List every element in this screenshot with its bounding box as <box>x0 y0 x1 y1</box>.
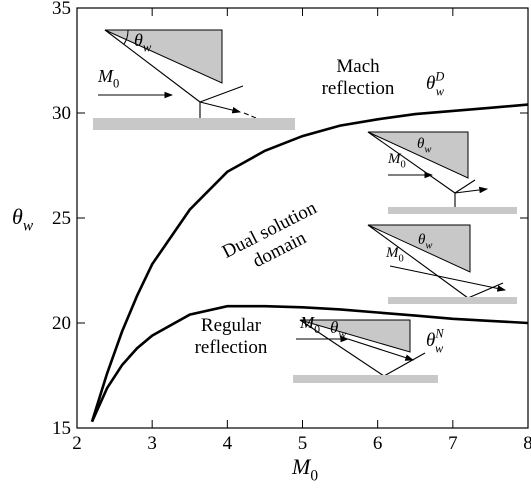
annotation-line: reflection <box>322 78 395 99</box>
symbol-base: M <box>97 66 114 86</box>
y-tick-label: 30 <box>52 103 71 124</box>
x-tick-label: 5 <box>298 433 308 454</box>
symbol-sub: w <box>436 85 445 99</box>
x-tick-label: 8 <box>523 433 531 454</box>
x-tick-label: 3 <box>147 433 157 454</box>
x-tick-label: 7 <box>448 433 458 454</box>
symbol-label: M0 <box>387 151 406 171</box>
symbol-sub: 0 <box>113 76 119 90</box>
symbol-base: θ <box>330 318 338 337</box>
symbol-sub: 0 <box>399 254 404 265</box>
symbol-sub: w <box>23 218 34 235</box>
symbol-sub: 0 <box>310 468 318 485</box>
annotation-line: Regular <box>201 315 262 336</box>
symbol-label: θw <box>417 136 431 156</box>
symbol-label: θw <box>12 204 34 235</box>
symbol-label: θw <box>134 30 152 54</box>
y-tick-label: 15 <box>52 418 71 439</box>
symbol-label: θw <box>330 318 346 341</box>
symbol-base: θ <box>12 204 23 229</box>
symbol-label: θw <box>418 232 432 252</box>
symbol-base: M <box>299 313 315 332</box>
annotation-line: Mach <box>336 56 380 77</box>
curve <box>90 103 529 423</box>
inset-mach-small <box>367 131 517 214</box>
symbol-label: M0 <box>291 454 318 485</box>
annotation-line: reflection <box>195 337 268 358</box>
inset-regular-small <box>367 224 517 304</box>
symbol-label: θD w <box>426 69 445 98</box>
symbol-base: M <box>291 454 312 479</box>
symbol-sub: w <box>435 342 444 356</box>
inset-regular <box>293 319 438 383</box>
symbol-label: θN w <box>426 326 444 355</box>
symbol-sub: 0 <box>401 160 406 171</box>
symbol-base: θ <box>134 30 143 50</box>
symbol-label: M0 <box>299 313 320 336</box>
symbol-base: θ <box>417 136 425 152</box>
x-tick-label: 2 <box>72 433 82 454</box>
y-tick-label: 20 <box>52 313 71 334</box>
symbol-sub: w <box>424 145 431 156</box>
symbol-base: θ <box>418 232 426 248</box>
y-tick-label: 25 <box>52 208 71 229</box>
symbol-sub: w <box>338 327 346 341</box>
y-tick-label: 35 <box>52 0 71 19</box>
symbol-sub: w <box>143 40 152 54</box>
symbol-label: M0 <box>385 245 404 265</box>
symbol-sub: w <box>425 241 432 252</box>
x-tick-label: 4 <box>223 433 233 454</box>
symbol-sup: D <box>434 69 444 83</box>
symbol-base: M <box>387 151 402 167</box>
symbol-base: θ <box>426 330 435 351</box>
inset-mach <box>93 29 295 130</box>
curve <box>90 304 529 423</box>
symbol-base: θ <box>426 73 435 94</box>
symbol-label: M0 <box>97 66 119 90</box>
symbol-sub: 0 <box>314 322 320 336</box>
symbol-base: M <box>385 245 400 261</box>
symbol-sup: N <box>434 326 444 340</box>
x-tick-label: 6 <box>373 433 383 454</box>
